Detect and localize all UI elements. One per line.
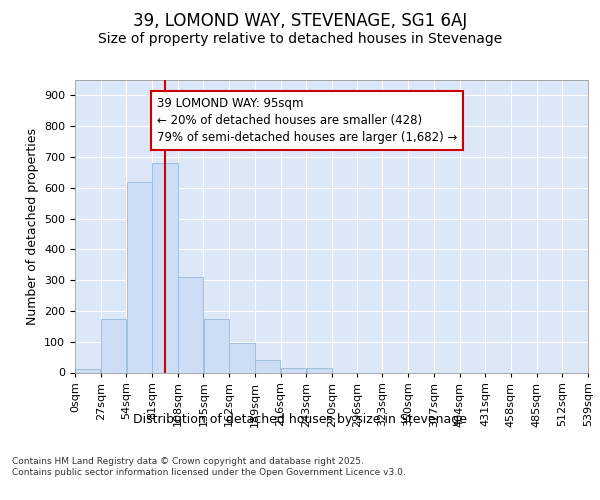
Y-axis label: Number of detached properties: Number of detached properties (26, 128, 38, 325)
Text: Size of property relative to detached houses in Stevenage: Size of property relative to detached ho… (98, 32, 502, 46)
Text: 39, LOMOND WAY, STEVENAGE, SG1 6AJ: 39, LOMOND WAY, STEVENAGE, SG1 6AJ (133, 12, 467, 30)
Text: 39 LOMOND WAY: 95sqm
← 20% of detached houses are smaller (428)
79% of semi-deta: 39 LOMOND WAY: 95sqm ← 20% of detached h… (157, 97, 457, 144)
Bar (101, 318, 126, 372)
Bar (229, 343, 254, 372)
Bar (152, 163, 178, 372)
Bar (307, 368, 332, 372)
Bar (255, 360, 280, 372)
Bar (178, 277, 203, 372)
Bar (281, 368, 306, 372)
Bar (127, 182, 152, 372)
Text: Distribution of detached houses by size in Stevenage: Distribution of detached houses by size … (133, 412, 467, 426)
Bar (75, 370, 100, 372)
Bar (204, 318, 229, 372)
Text: Contains HM Land Registry data © Crown copyright and database right 2025.
Contai: Contains HM Land Registry data © Crown c… (12, 458, 406, 477)
